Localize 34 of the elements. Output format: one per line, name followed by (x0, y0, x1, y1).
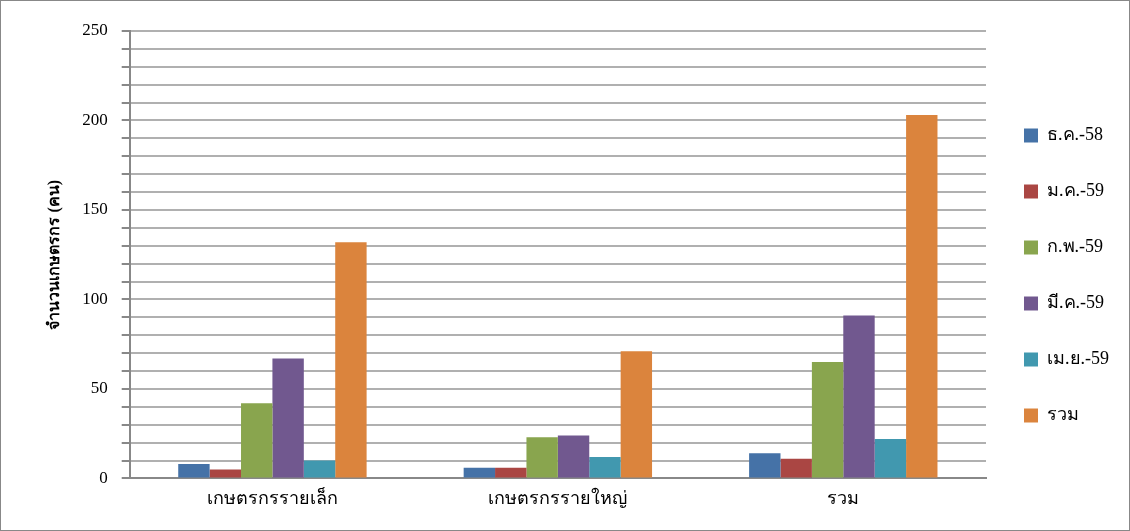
bar (843, 315, 875, 478)
bar (749, 453, 781, 478)
bar (874, 439, 907, 478)
bar (557, 435, 590, 478)
bar (620, 351, 653, 478)
bar (272, 358, 304, 478)
x-tick-label: เกษตรกรรายใหญ่ (488, 486, 628, 508)
bar (495, 467, 527, 478)
legend-label: ก.พ.-59 (1047, 236, 1104, 257)
bar (780, 458, 812, 478)
y-axis-title: จำนวนเกษตรกร (คน) (44, 179, 63, 330)
bar (178, 464, 210, 478)
y-tick-label: 0 (99, 467, 108, 487)
bar (811, 362, 844, 478)
y-tick-label: 50 (90, 378, 108, 398)
legend-label: ธ.ค.-58 (1047, 124, 1104, 145)
bar (303, 460, 336, 478)
bar (241, 403, 273, 478)
bar (209, 469, 242, 478)
x-tick-label: เกษตรกรรายเล็ก (206, 485, 338, 508)
y-tick-label: 150 (82, 199, 108, 219)
bar (335, 242, 367, 478)
bar (589, 456, 621, 478)
y-tick-label: 200 (82, 109, 108, 129)
y-tick-label: 250 (82, 20, 108, 40)
legend-label: เม.ย.-59 (1047, 348, 1110, 369)
bar (906, 115, 938, 478)
legend-label: มี.ค.-59 (1047, 292, 1105, 313)
y-tick-label: 100 (82, 288, 108, 308)
bar (463, 467, 496, 478)
x-tick-label: รวม (827, 487, 860, 508)
legend-label: รวม (1047, 404, 1080, 425)
legend-label: ม.ค.-59 (1047, 180, 1105, 201)
bar (526, 437, 558, 478)
